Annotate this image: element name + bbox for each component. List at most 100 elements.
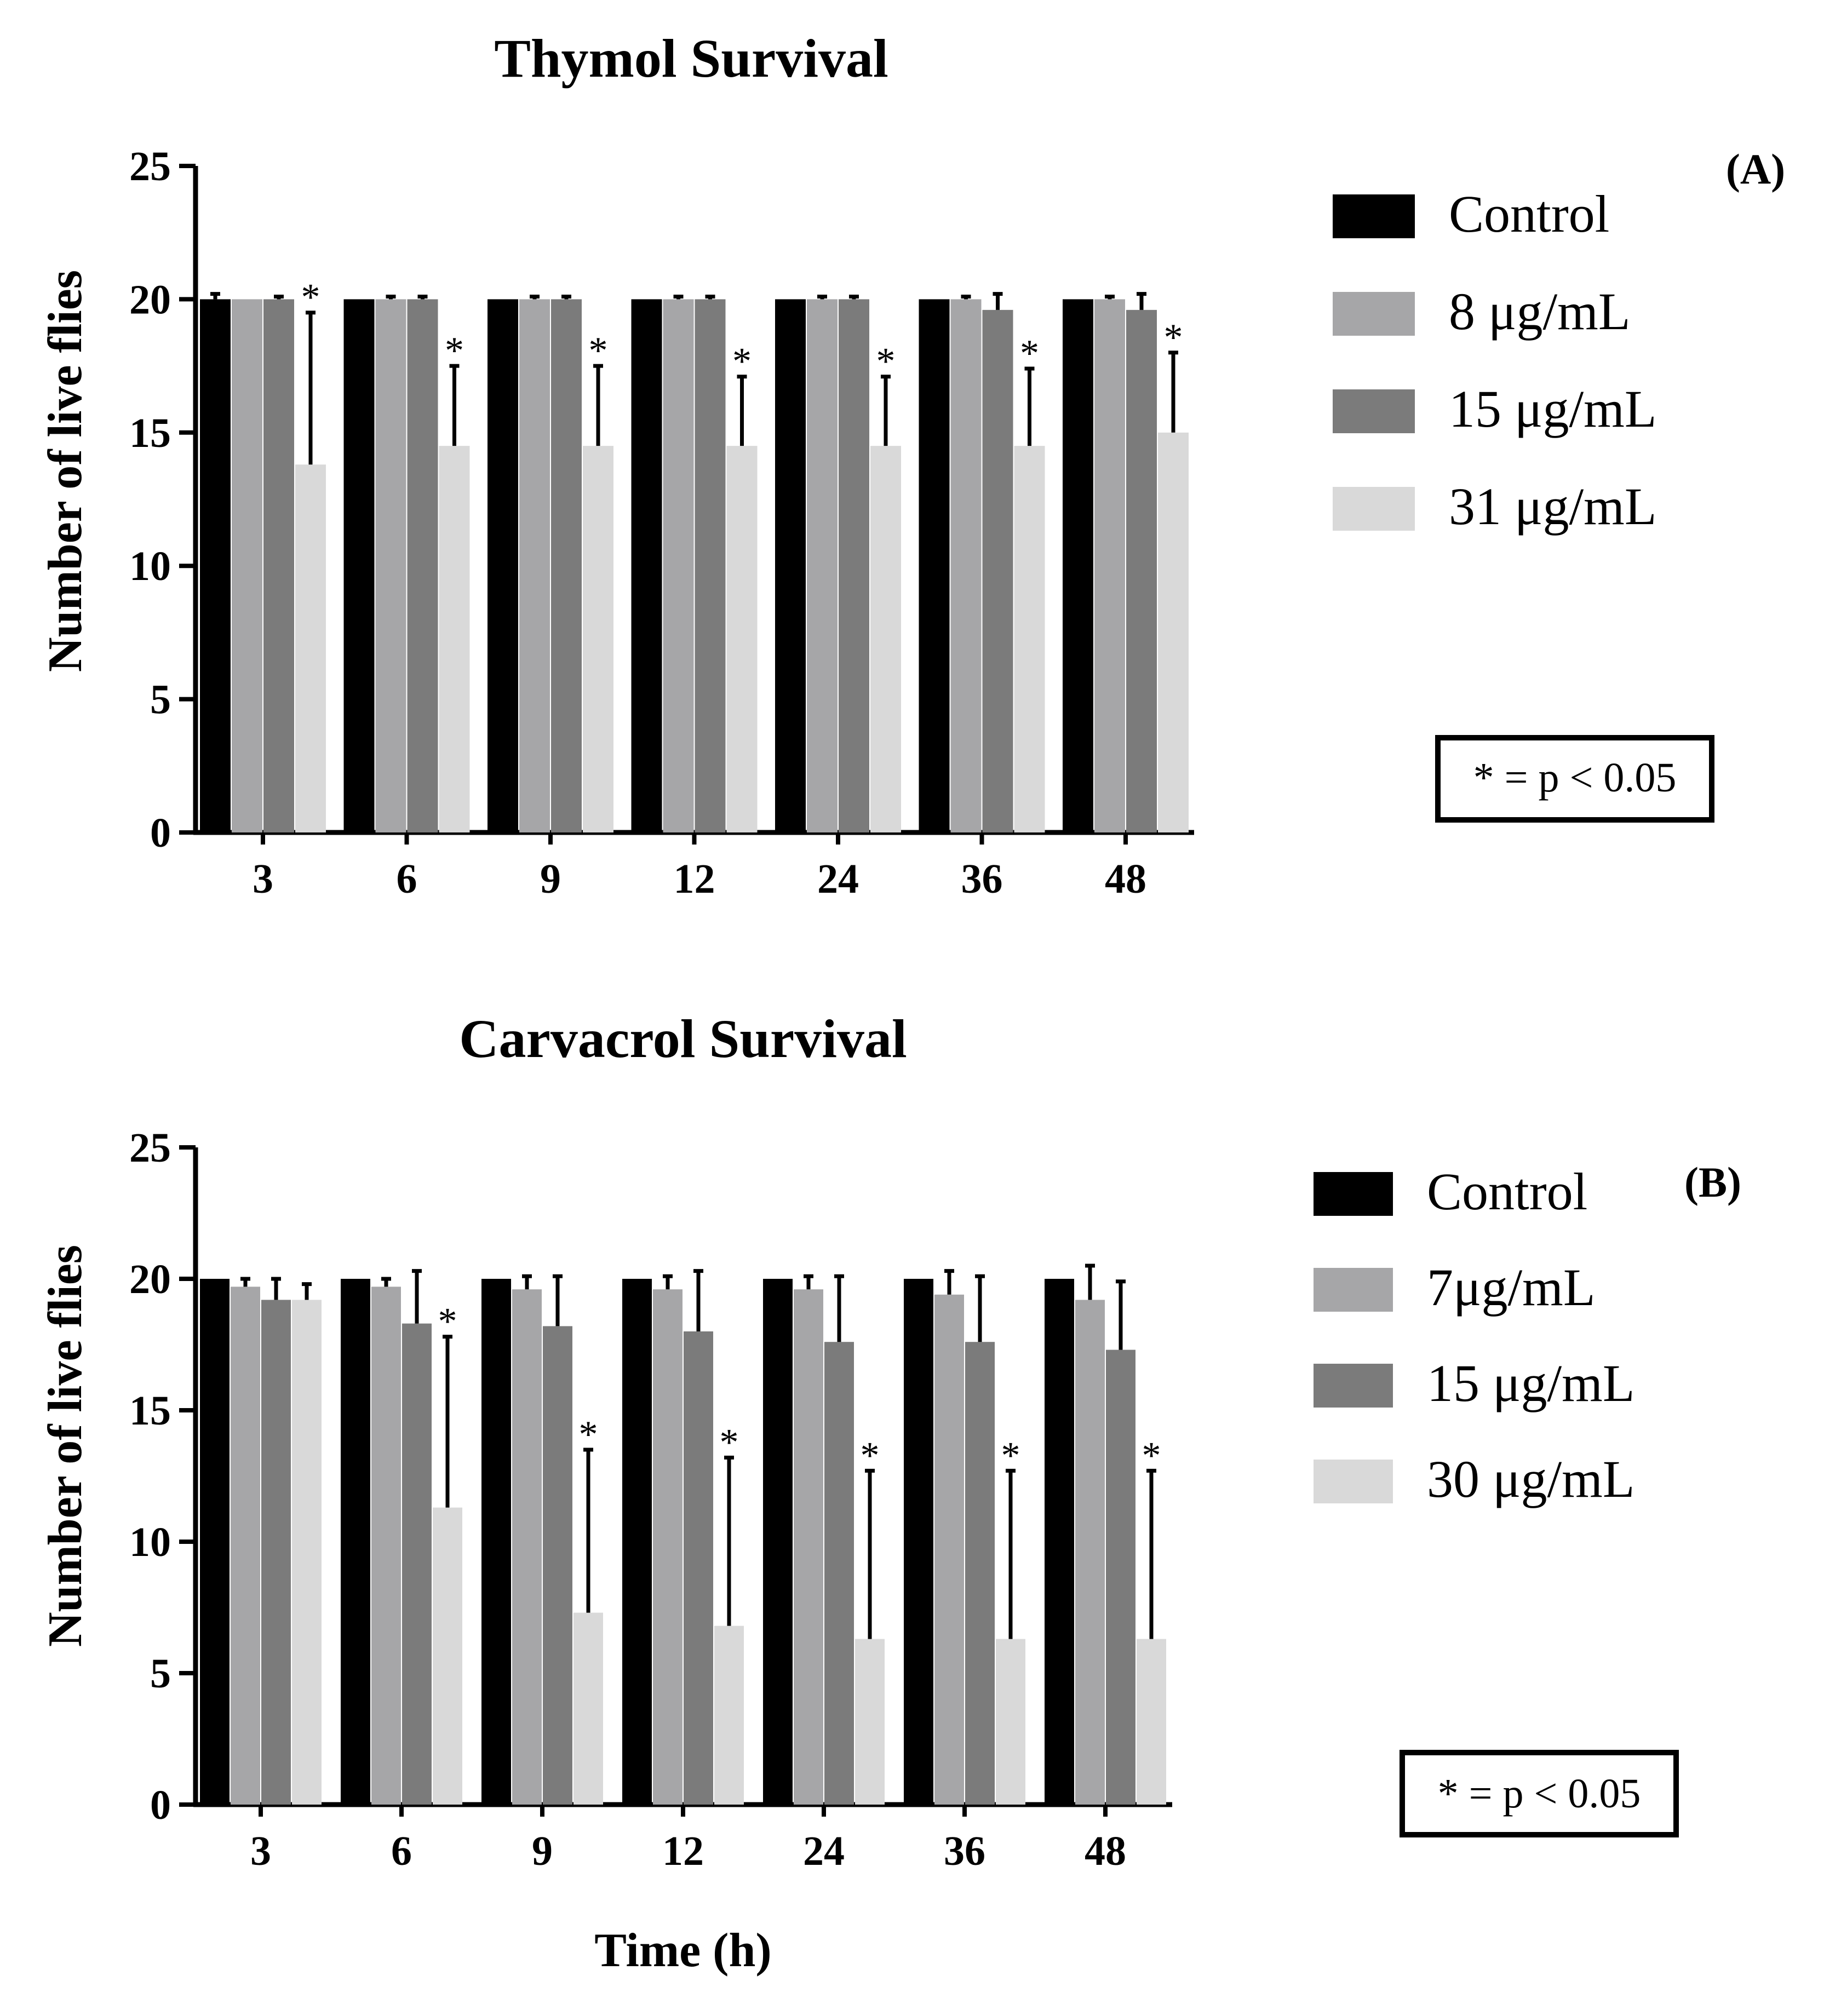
legend-label: 7μg/mL <box>1427 1258 1595 1317</box>
bar <box>488 299 518 832</box>
x-tick-label: 6 <box>391 1828 412 1874</box>
legend-swatch <box>1314 1172 1393 1216</box>
significance-note-box: * = p < 0.05 <box>1400 1750 1679 1837</box>
panel-label: (B) <box>1684 1158 1741 1206</box>
chart-thymol-survival: Thymol Survival (A) Number of live flies… <box>39 28 1785 902</box>
bar <box>231 1286 260 1805</box>
bar <box>663 299 694 832</box>
significance-star: * <box>1142 1434 1161 1477</box>
bar <box>904 1279 933 1805</box>
x-tick-label: 9 <box>540 856 561 902</box>
bar <box>763 1279 793 1805</box>
significance-star: * <box>1020 332 1039 375</box>
bar <box>1014 446 1045 832</box>
y-tick-label: 0 <box>150 810 171 856</box>
y-tick-label: 25 <box>129 1125 171 1171</box>
bar <box>407 299 438 832</box>
y-tick-label: 5 <box>150 677 171 723</box>
bar <box>375 299 406 832</box>
bar <box>292 1300 322 1805</box>
y-tick-label: 15 <box>129 1388 171 1434</box>
legend: Control 8 μg/mL 15 μg/mL 31 μg/mL <box>1333 185 1656 536</box>
bar <box>726 446 758 832</box>
legend-label: 8 μg/mL <box>1449 282 1630 341</box>
bar <box>695 299 726 832</box>
x-tick-label: 3 <box>250 1828 271 1874</box>
bar <box>583 446 613 832</box>
significance-star: * <box>732 341 752 383</box>
bar <box>343 299 375 832</box>
x-tick-label: 12 <box>674 856 715 902</box>
legend-swatch <box>1314 1460 1393 1503</box>
legend-label: 15 μg/mL <box>1449 380 1656 438</box>
bar <box>653 1289 683 1805</box>
x-axis-label: Time (h) <box>594 1924 771 1977</box>
bar <box>371 1286 401 1805</box>
legend-swatch <box>1333 194 1415 238</box>
legend-swatch <box>1333 487 1415 531</box>
bar <box>855 1639 885 1805</box>
bar <box>982 309 1013 832</box>
bar <box>263 299 294 832</box>
bar <box>839 299 869 832</box>
x-tick-label: 24 <box>817 856 859 902</box>
bar <box>1045 1279 1074 1805</box>
legend: Control 7μg/mL 15 μg/mL 30 μg/mL <box>1314 1162 1634 1508</box>
y-tick-label: 15 <box>129 410 171 456</box>
x-tick-label: 48 <box>1105 856 1146 902</box>
legend-label: Control <box>1427 1162 1587 1221</box>
bar <box>573 1612 603 1805</box>
bar <box>965 1342 995 1805</box>
y-tick-label: 10 <box>129 543 171 589</box>
chart-carvacrol-survival: Carvacrol Survival (B) Number of live fl… <box>39 1008 1741 1874</box>
bar <box>631 299 662 832</box>
bar <box>824 1342 854 1805</box>
x-tick-label: 48 <box>1085 1828 1126 1874</box>
x-tick-label: 12 <box>662 1828 704 1874</box>
y-axis-label: Number of live flies <box>39 1245 92 1647</box>
bar <box>481 1279 511 1805</box>
bar <box>934 1294 964 1805</box>
significance-star: * <box>720 1421 739 1463</box>
bar <box>402 1323 432 1805</box>
legend-swatch <box>1333 389 1415 433</box>
legend-label: 31 μg/mL <box>1449 477 1656 536</box>
legend-swatch <box>1333 292 1415 336</box>
y-tick-label: 5 <box>150 1651 171 1697</box>
bar <box>996 1639 1025 1805</box>
bar <box>232 299 262 832</box>
bar <box>1063 299 1093 832</box>
bar <box>512 1289 542 1805</box>
y-tick-label: 10 <box>129 1519 171 1565</box>
x-tick-label: 3 <box>253 856 273 902</box>
significance-star: * <box>861 1434 880 1477</box>
legend-label: 30 μg/mL <box>1427 1450 1634 1508</box>
bar <box>794 1289 823 1805</box>
y-axis-label: Number of live flies <box>39 270 92 672</box>
bar <box>807 299 838 832</box>
significance-star: * <box>579 1414 598 1456</box>
bar <box>870 446 901 832</box>
significance-star: * <box>589 330 608 372</box>
bar <box>433 1507 462 1805</box>
legend-swatch <box>1314 1364 1393 1408</box>
bar <box>261 1300 291 1805</box>
bar <box>1106 1349 1135 1805</box>
bar <box>551 299 582 832</box>
x-tick-label: 36 <box>944 1828 985 1874</box>
y-tick-label: 20 <box>129 277 171 323</box>
bar <box>1075 1300 1105 1805</box>
x-tick-label: 36 <box>961 856 1003 902</box>
significance-note: * = p < 0.05 <box>1438 1771 1641 1817</box>
bar <box>295 464 326 832</box>
x-tick-label: 24 <box>803 1828 845 1874</box>
y-tick-label: 20 <box>129 1256 171 1302</box>
significance-star: * <box>1001 1434 1020 1477</box>
bar <box>1158 432 1189 832</box>
legend-label: 15 μg/mL <box>1427 1354 1634 1412</box>
bar <box>1094 299 1125 832</box>
y-tick-label: 0 <box>150 1782 171 1828</box>
bar <box>714 1626 744 1805</box>
x-tick-label: 9 <box>532 1828 553 1874</box>
significance-star: * <box>876 341 896 383</box>
